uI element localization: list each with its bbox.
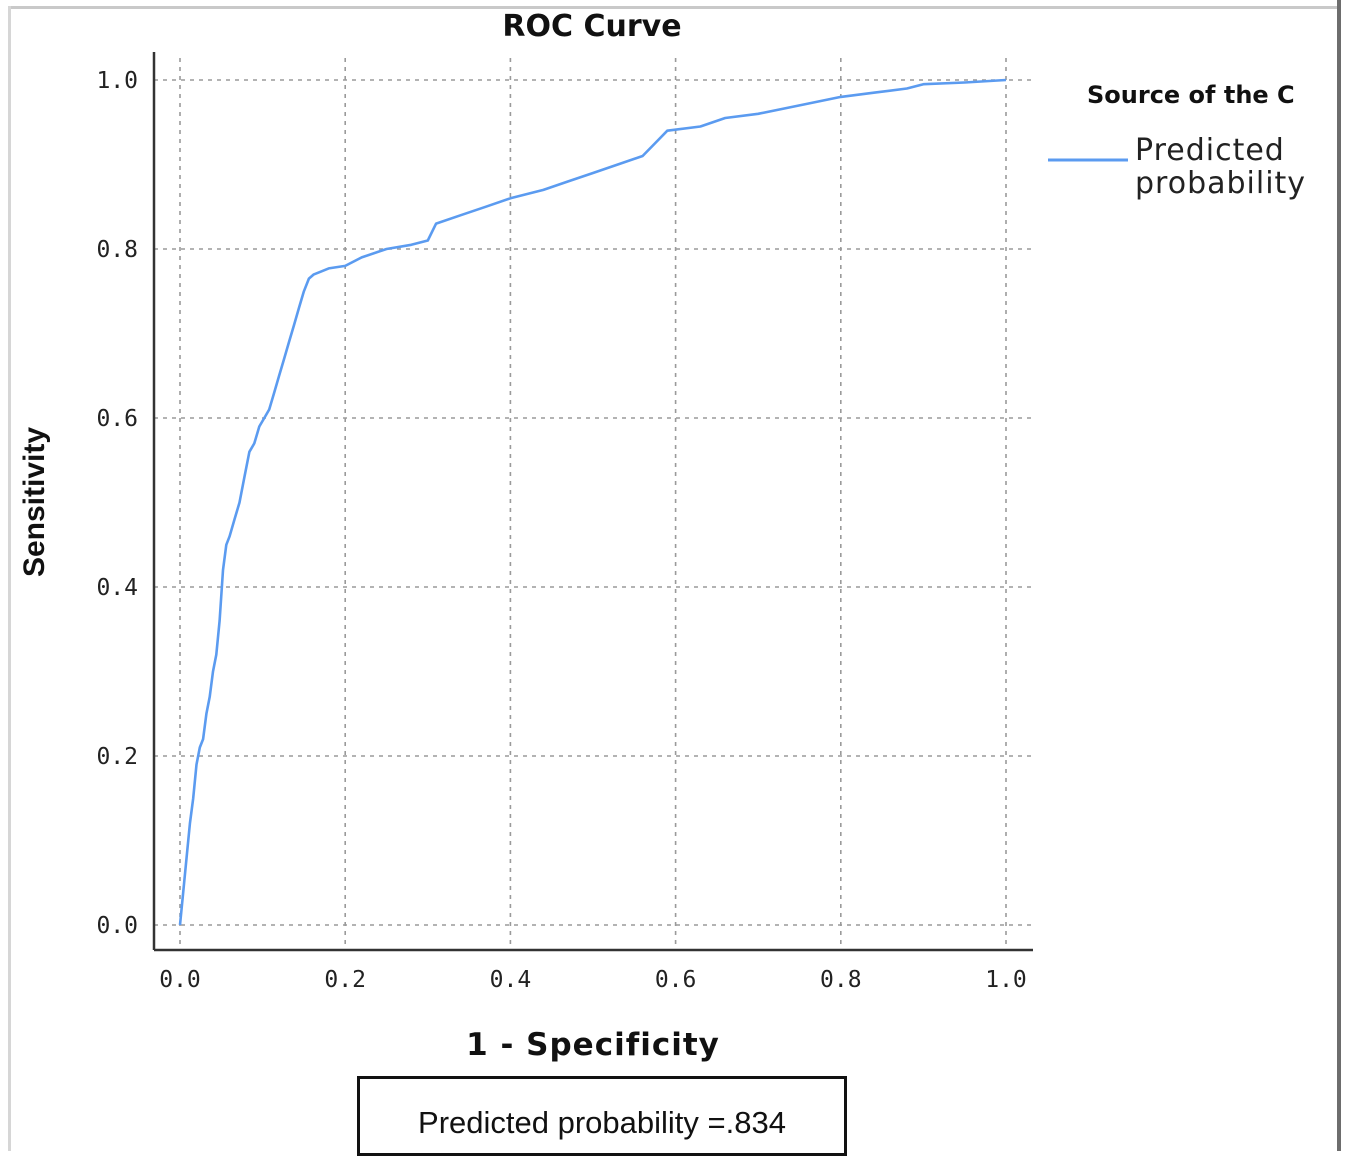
y-tick-label: 0.6: [96, 406, 138, 432]
annotation-box: Predicted probability =.834: [357, 1076, 847, 1156]
x-tick-label: 0.4: [490, 967, 532, 993]
x-tick-label: 0.2: [324, 967, 366, 993]
y-axis-label: Sensitivity: [18, 427, 51, 577]
x-tick-labels: 0.0 0.2 0.4 0.6 0.8 1.0: [159, 967, 1027, 993]
series-group: [178, 78, 1007, 926]
chart-title: ROC Curve: [502, 9, 681, 44]
y-tick-label: 0.8: [96, 237, 138, 263]
roc-series-line: [178, 78, 1007, 926]
y-tick-labels: 0.0 0.2 0.4 0.6 0.8 1.0: [96, 68, 138, 939]
y-tick-label: 0.4: [96, 575, 138, 601]
legend-title: Source of the C: [1087, 81, 1295, 109]
x-tick-label: 0.6: [655, 967, 697, 993]
x-tick-label: 1.0: [985, 967, 1027, 993]
image-top-border: [8, 6, 1340, 9]
legend-entry-line-1: Predicted: [1135, 133, 1285, 168]
y-tick-label: 0.0: [96, 913, 138, 939]
annotation-text: Predicted probability =.834: [418, 1105, 786, 1140]
legend: Source of the C Predicted probability: [1048, 81, 1306, 201]
y-tick-label: 0.2: [96, 744, 138, 770]
image-right-border: [1337, 0, 1341, 1151]
gridlines: [154, 58, 1033, 950]
x-tick-label: 0.8: [820, 967, 862, 993]
legend-entry-line-2: probability: [1135, 166, 1306, 201]
x-tick-label: 0.0: [159, 967, 201, 993]
image-left-border: [8, 6, 11, 1151]
x-axis-label: 1 - Specificity: [466, 1027, 720, 1063]
y-tick-label: 1.0: [96, 68, 138, 94]
